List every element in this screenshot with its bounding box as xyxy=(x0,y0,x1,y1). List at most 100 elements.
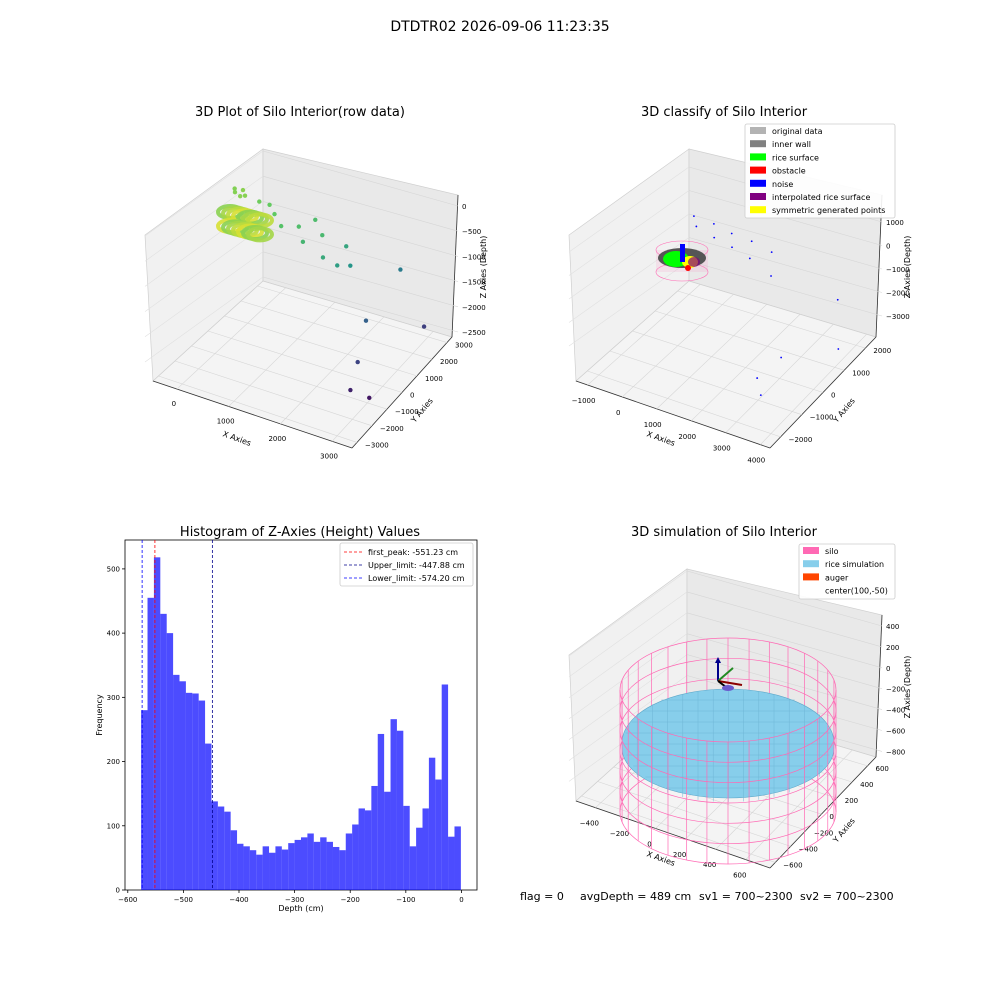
classify-legend-label: noise xyxy=(772,180,793,189)
classify-noise-point xyxy=(748,257,751,260)
histogram-y-tick-label: 500 xyxy=(107,565,120,573)
histogram-bar xyxy=(345,833,353,890)
classify-legend-label: symmetric generated points xyxy=(772,206,885,215)
classify-legend-swatch xyxy=(750,140,766,148)
classify-legend-label: obstacle xyxy=(772,167,806,176)
histogram-bar xyxy=(384,791,391,890)
histogram-bar xyxy=(230,830,238,890)
histogram-bar xyxy=(211,801,218,890)
histogram-y-tick-label: 100 xyxy=(107,822,120,830)
histogram-bar xyxy=(243,846,250,890)
classify-noise-point xyxy=(759,394,762,397)
simulation-x-tick-label: 400 xyxy=(703,861,716,869)
histogram-bar xyxy=(288,843,295,890)
classify-z-gridline xyxy=(688,213,883,270)
simulation-z-tick-label: 400 xyxy=(886,623,899,631)
classify-y-gridline xyxy=(655,310,845,371)
simulation-z-gridline xyxy=(568,612,688,699)
raw-data-z-gridline xyxy=(144,276,264,363)
raw-data-y-gridline xyxy=(207,330,403,393)
histogram-bar xyxy=(422,808,429,890)
histogram-bar xyxy=(173,674,180,890)
histogram-bar xyxy=(185,692,193,890)
simulation-y-tick-label: −200 xyxy=(814,829,833,837)
simulation-y-tick-label: −400 xyxy=(799,845,818,853)
simulation-z-tick-label: −200 xyxy=(886,686,905,694)
simulation-z-gridline xyxy=(686,591,883,648)
classify-noise-point xyxy=(693,215,695,218)
histogram-bar xyxy=(390,719,397,890)
simulation-z-gridline xyxy=(686,612,883,669)
classify-z-gridline xyxy=(688,260,883,317)
histogram-bar xyxy=(428,757,436,890)
histogram-bar xyxy=(224,811,231,890)
histogram-bar xyxy=(320,837,327,890)
classify-y-tick-label: −2000 xyxy=(789,436,813,444)
histogram-bar xyxy=(358,808,365,890)
classify-z-tick-label: −2000 xyxy=(886,290,910,298)
simulation-legend-label: center(100,-50) xyxy=(825,587,888,596)
histogram-bar xyxy=(352,824,359,890)
raw-data-point xyxy=(278,223,284,229)
histogram-xlabel: Depth (cm) xyxy=(278,904,323,913)
raw-data-point xyxy=(232,190,238,195)
histogram-bar xyxy=(275,846,282,890)
histogram-bar xyxy=(262,846,270,890)
histogram-title: Histogram of Z-Axies (Height) Values xyxy=(180,525,420,540)
classify-legend-label: inner wall xyxy=(772,140,811,149)
simulation-silo-wireframe-front xyxy=(619,689,837,865)
raw-data-point xyxy=(267,202,272,207)
raw-data-z-gridline xyxy=(144,251,264,338)
classify-y-gridline xyxy=(632,330,824,393)
raw-data-x-tick-label: 1000 xyxy=(217,417,235,425)
classify-legend-swatch xyxy=(750,166,766,174)
classify-z-gridline xyxy=(568,260,690,347)
simulation-3d-plot: 3D simulation of Silo Interior −400 −200 0… xyxy=(568,525,912,880)
simulation-legend-label: auger xyxy=(825,573,849,582)
histogram-bar xyxy=(198,700,206,890)
classify-legend: original data inner wall rice surface obsta… xyxy=(744,123,896,219)
raw-data-point xyxy=(348,387,353,393)
raw-data-y-gridline xyxy=(224,315,418,377)
histogram-bar xyxy=(403,805,410,890)
histogram-bar xyxy=(256,854,263,890)
classify-y-tick-label: −1000 xyxy=(810,414,834,422)
raw-data-x-tick-label: 0 xyxy=(172,400,176,408)
classify-legend-label: rice surface xyxy=(772,153,819,162)
histogram-bar xyxy=(294,839,301,890)
histogram-bar xyxy=(339,850,346,890)
histogram-bar xyxy=(166,633,174,890)
simulation-y-gridline xyxy=(597,781,791,847)
status-sv2: sv2 = 700~2300 xyxy=(800,890,894,903)
histogram-bar xyxy=(160,613,167,890)
histogram-bar xyxy=(364,810,372,890)
histogram-bar xyxy=(281,849,289,890)
classify-x-tick-label: 2000 xyxy=(678,433,696,441)
raw-data-y-tick-label: −3000 xyxy=(365,441,389,449)
raw-data-z-gridline xyxy=(262,201,459,257)
histogram-bar xyxy=(237,843,244,890)
histogram-y-tick-label: 400 xyxy=(107,630,120,638)
histogram-bar xyxy=(435,779,442,890)
histogram-bar xyxy=(448,836,455,890)
histogram-legend-label: first_peak: -551.23 cm xyxy=(368,548,458,557)
raw-data-3d-plot: 3D Plot of Silo Interior(row data) 0 1000… xyxy=(144,105,488,460)
status-avg-depth: avgDepth = 489 cm xyxy=(580,890,691,903)
raw-data-point xyxy=(296,224,302,229)
histogram-bar xyxy=(217,806,225,890)
simulation-z-tick-label: 200 xyxy=(886,644,899,652)
raw-data-point xyxy=(242,193,248,198)
histogram-y-tick-label: 300 xyxy=(107,694,120,702)
classify-noise-point xyxy=(712,222,715,225)
simulation-z-gridline xyxy=(568,570,688,657)
raw-data-point xyxy=(272,211,277,217)
raw-data-y-tick-label: 1000 xyxy=(425,375,443,383)
classify-noise-point xyxy=(750,240,753,243)
simulation-legend-label: rice simulation xyxy=(825,560,884,569)
classify-z-tick-label: 1000 xyxy=(886,219,904,227)
simulation-x-tick-label: −400 xyxy=(580,820,599,828)
simulation-z-tick-label: −600 xyxy=(886,728,905,736)
raw-data-z-tick-label: −500 xyxy=(462,228,481,236)
histogram-bar xyxy=(192,693,199,890)
raw-data-point xyxy=(320,255,326,260)
